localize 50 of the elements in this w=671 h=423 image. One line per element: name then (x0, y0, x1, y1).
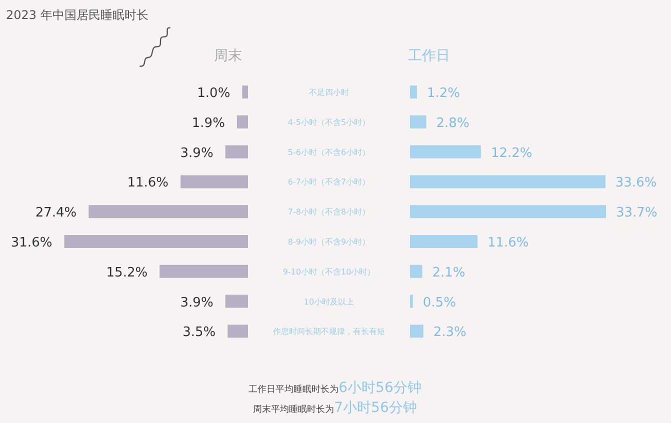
data-label: 11.6% (487, 236, 529, 250)
text: 工作日平均睡眠时长为6小时56分钟 (248, 380, 422, 396)
bar (160, 264, 248, 278)
chart-title: 2023 年中国居民睡眠时长 (6, 8, 148, 22)
data-label: 3.9% (180, 146, 214, 161)
y-tick-label: 5-6小时（不含6小时） (288, 148, 370, 157)
data-label: 3.5% (182, 325, 216, 340)
text: 周末平均睡眠时长为7小时56分钟 (253, 400, 417, 416)
bar (410, 115, 426, 128)
bar (410, 264, 422, 278)
data-label: 0.5% (422, 295, 456, 310)
data-label: 1.0% (197, 86, 230, 101)
bar (410, 175, 606, 188)
data-label: 1.9% (192, 116, 225, 131)
bar (410, 205, 606, 218)
bar (410, 145, 481, 158)
bar (225, 145, 248, 158)
bar (410, 294, 413, 308)
y-tick-label: 作息时间长期不规律，有长有短 (272, 327, 385, 336)
bar (410, 235, 478, 248)
data-label: 2.1% (432, 265, 466, 280)
bar (236, 115, 248, 128)
y-tick-label: 4-5小时（不含5小时） (288, 118, 370, 127)
y-tick-label: 8-9小时（不含9小时） (288, 238, 370, 246)
bar (225, 294, 248, 308)
data-label: 15.2% (106, 265, 148, 280)
y-tick-label: 6-7小时（不含7小时） (288, 178, 370, 187)
data-label: 31.6% (10, 236, 52, 250)
bar (180, 175, 248, 188)
bar (64, 235, 248, 248)
data-label: 12.2% (490, 146, 532, 161)
data-label: 3.9% (180, 295, 214, 310)
data-label: 33.7% (616, 206, 658, 221)
y-tick-label: 10小时及以上 (304, 297, 354, 306)
bar (410, 86, 417, 98)
y-tick-label: 不足四小时 (309, 88, 349, 97)
data-label: 27.4% (35, 206, 77, 221)
bar (88, 205, 248, 218)
bar (410, 324, 424, 338)
data-label: 2.8% (436, 116, 470, 131)
data-label: 1.2% (426, 86, 460, 101)
bar (242, 86, 248, 98)
series-label: 工作日 (408, 48, 450, 64)
bar (228, 324, 248, 338)
y-tick-label: 7-8小时（不含8小时） (288, 208, 370, 217)
y-tick-label: 9-10小时（不含10小时） (282, 267, 376, 276)
data-label: 33.6% (615, 176, 657, 191)
series-label: 周末 (214, 48, 242, 64)
data-label: 2.3% (433, 325, 466, 340)
data-label: 11.6% (127, 176, 169, 191)
